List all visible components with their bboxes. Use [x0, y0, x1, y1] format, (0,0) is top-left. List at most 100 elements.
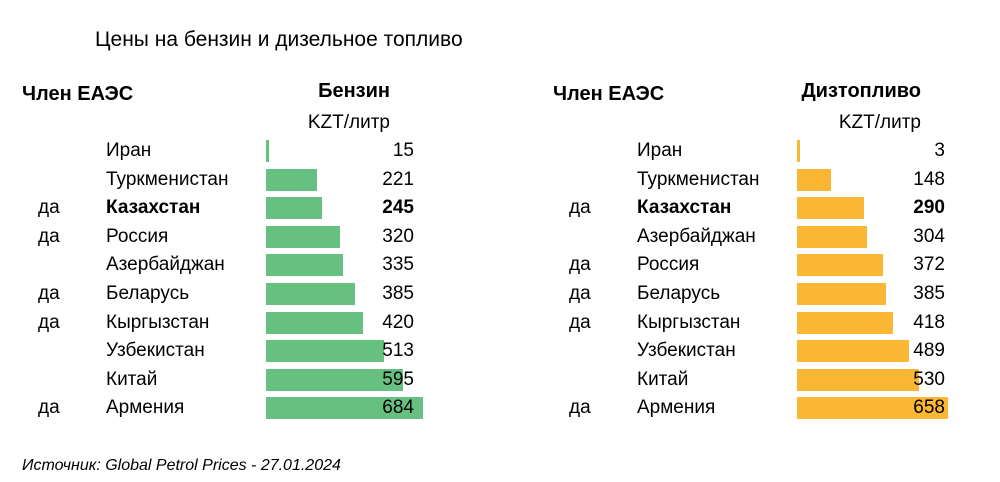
bar	[266, 225, 340, 248]
member-flag: да	[38, 225, 60, 247]
table-row: Азербайджан 304	[553, 223, 983, 252]
value-label: 372	[913, 254, 945, 276]
bar	[797, 283, 886, 305]
country-label: Узбекистан	[106, 340, 205, 362]
value-label: 335	[382, 254, 414, 276]
country-label: Казахстан	[106, 197, 201, 219]
value-label: 385	[913, 283, 945, 304]
member-flag: да	[38, 311, 60, 333]
bar	[797, 168, 832, 191]
country-label: Туркменистан	[637, 168, 760, 190]
table-row: да Кыргызстан 418	[553, 309, 983, 338]
table-row: да Россия 320	[22, 223, 452, 252]
country-label: Туркменистан	[106, 168, 229, 190]
country-label: Кыргызстан	[637, 311, 741, 333]
value-label: 221	[382, 168, 414, 190]
bar	[797, 311, 894, 334]
value-label: 418	[913, 311, 945, 333]
table-row: да Россия 372	[553, 251, 983, 280]
bar	[266, 254, 344, 277]
bar	[266, 397, 424, 420]
value-label: 513	[382, 340, 414, 362]
value-label: 3	[934, 140, 945, 161]
table-row: да Армения 658	[553, 394, 983, 423]
bar	[266, 368, 403, 391]
value-label: 385	[382, 283, 414, 304]
bar	[266, 283, 355, 305]
value-label: 148	[913, 168, 945, 190]
value-label: 15	[392, 140, 414, 161]
table-row: Туркменистан 148	[553, 166, 983, 195]
bar	[266, 140, 270, 162]
member-flag: да	[38, 197, 60, 219]
country-label: Китай	[106, 368, 158, 390]
country-label: Китай	[637, 368, 689, 390]
member-flag: да	[569, 311, 591, 333]
table-row: да Кыргызстан 420	[22, 309, 452, 338]
value-label: 320	[382, 225, 414, 247]
member-flag: да	[569, 197, 591, 219]
country-label: Армения	[637, 397, 716, 419]
table-row: Иран 15	[22, 137, 452, 166]
table-row: да Армения 684	[22, 394, 452, 423]
diesel-title: Дизтопливо	[801, 80, 921, 102]
bar	[266, 340, 384, 363]
table-row: Китай 530	[553, 366, 983, 395]
bar	[797, 197, 864, 220]
member-flag: да	[569, 397, 591, 419]
value-label: 595	[382, 368, 414, 390]
value-label: 245	[382, 197, 414, 219]
bar	[266, 168, 317, 191]
bar	[266, 311, 363, 334]
chart-title: Цены на бензин и дизельное топливо	[95, 28, 463, 51]
country-label: Россия	[637, 254, 700, 276]
value-label: 290	[913, 197, 945, 219]
table-row: Узбекистан 513	[22, 337, 452, 366]
bar	[797, 397, 949, 420]
member-flag: да	[569, 283, 591, 304]
country-label: Россия	[106, 225, 169, 247]
bar	[266, 197, 323, 220]
bar	[797, 225, 867, 248]
table-row: Азербайджан 335	[22, 251, 452, 280]
value-label: 489	[913, 340, 945, 362]
value-label: 530	[913, 368, 945, 390]
table-row: да Беларусь 385	[553, 280, 983, 309]
country-label: Азербайджан	[106, 254, 225, 276]
value-label: 420	[382, 311, 414, 333]
table-row: Китай 595	[22, 366, 452, 395]
bar	[797, 340, 910, 363]
table-row: Иран 3	[553, 137, 983, 166]
diesel-panel: Член ЕАЭС Дизтопливо KZT/литр Иран 3 Туркм…	[553, 78, 983, 438]
member-flag: да	[569, 254, 591, 276]
table-row: да Казахстан 290	[553, 194, 983, 223]
country-label: Иран	[637, 140, 683, 161]
country-label: Кыргызстан	[106, 311, 210, 333]
diesel-unit: KZT/литр	[838, 112, 921, 133]
country-label: Азербайджан	[637, 225, 756, 247]
bar	[797, 368, 919, 391]
table-row: да Беларусь 385	[22, 280, 452, 309]
table-row: Узбекистан 489	[553, 337, 983, 366]
bar	[797, 140, 800, 162]
value-label: 304	[913, 225, 945, 247]
table-row: Туркменистан 221	[22, 166, 452, 195]
value-label: 684	[382, 397, 414, 419]
petrol-panel: Член ЕАЭС Бензин KZT/литр Иран 15 Туркмени…	[22, 78, 452, 438]
value-label: 658	[913, 397, 945, 419]
country-label: Беларусь	[637, 283, 721, 304]
country-label: Узбекистан	[637, 340, 736, 362]
source-note: Источник: Global Petrol Prices - 27.01.2…	[22, 457, 341, 474]
bar	[797, 254, 883, 277]
country-label: Казахстан	[637, 197, 732, 219]
member-flag: да	[38, 283, 60, 304]
country-label: Беларусь	[106, 283, 190, 304]
member-header: Член ЕАЭС	[22, 83, 134, 105]
member-header: Член ЕАЭС	[553, 83, 665, 105]
country-label: Армения	[106, 397, 185, 419]
member-flag: да	[38, 397, 60, 419]
petrol-unit: KZT/литр	[307, 112, 390, 133]
country-label: Иран	[106, 140, 152, 161]
petrol-title: Бензин	[318, 80, 390, 102]
table-row: да Казахстан 245	[22, 194, 452, 223]
